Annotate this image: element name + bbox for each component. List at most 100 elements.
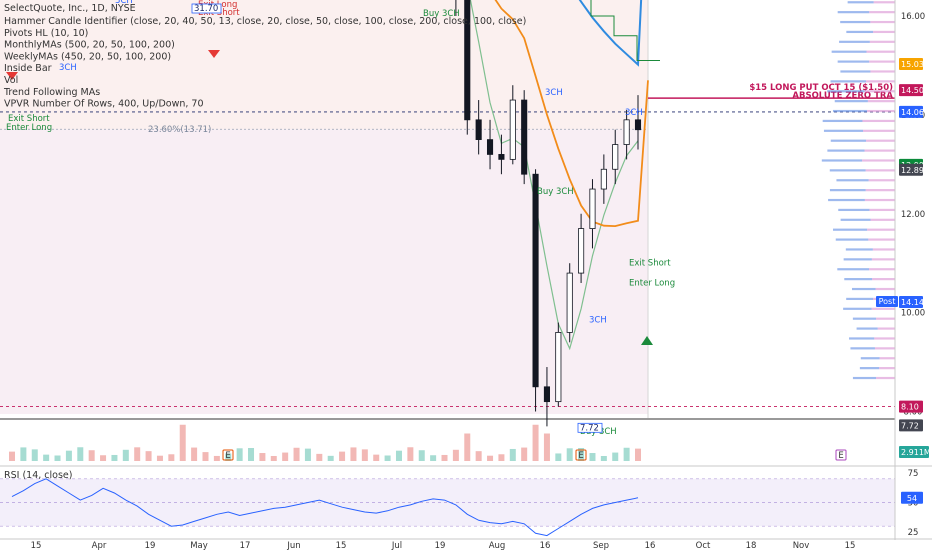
vpvr-up-row [827,90,865,93]
vpvr-down-row [869,60,895,63]
price-label-pill [899,163,923,176]
earnings-future-marker [835,449,847,461]
candle-up[interactable] [600,168,607,190]
volume-bar [441,454,448,461]
volume-bar [635,448,641,461]
vpvr-up-row [847,1,874,4]
vpvr-up-row [844,278,873,281]
vpvr-down-row [864,198,895,202]
volume-bar [509,448,516,461]
time-axis[interactable]: 15 Apr 19 May 17 Jun 15 Jul 19 Aug 16 Sep 16 Oct 18 Nov… [31,541,856,550]
vpvr-up-row [849,337,875,340]
volume-bar [9,451,15,461]
candle-down[interactable] [498,154,505,160]
time-tick: Nov [793,541,810,550]
vpvr-up-row [831,50,867,53]
time-tick: 17 [240,541,251,550]
time-tick: 15 [336,541,347,550]
vpvr-down-row [876,376,895,380]
vpvr-up-row [832,109,868,113]
vpvr-down-row [875,287,895,291]
volume-bar [191,447,198,461]
vpvr-down-row [872,278,895,281]
post-market-badge [876,296,898,307]
indicator-legend-line: Inside Bar [4,63,52,74]
candle-down[interactable] [543,386,550,403]
candle-up[interactable] [612,144,619,170]
volume-bar [430,455,437,461]
price-label-value: 15.03 [901,60,924,69]
vpvr-down-row [865,169,895,172]
time-tick: 18 [746,541,757,550]
horizontal-lines: IPO OPEN$15 LONG PUT OCT 15 ($1.50)ABSOL… [0,83,895,420]
vpvr-down-row [870,20,895,24]
indicator-legend-line: Pivots HL (10, 10) [4,28,88,39]
pivot-box [191,3,222,14]
vpvr-down-row [864,149,895,152]
time-tick: 15 [31,541,42,550]
vpvr-down-row [867,109,895,113]
price-axis[interactable]: 32.0030.0028.0024.0022.0020.0018.0016.00… [876,0,931,540]
time-tick: Aug [489,541,506,550]
vpvr-up-row [859,367,880,370]
vpvr-down-row [873,30,895,34]
candle-down[interactable] [486,139,494,155]
vpvr-down-row [879,357,895,360]
rsi-last-value-pill [901,491,923,504]
vpvr-up-row [827,149,865,152]
time-tick: 16 [540,541,551,550]
volume-bar [623,447,630,461]
volume-bar [20,447,27,461]
price-label-pill [899,105,923,118]
three-candle-hammer-mark: 3CH [59,63,77,73]
vpvr-down-row [865,80,895,83]
candle-up[interactable] [589,188,596,229]
candle-up[interactable] [566,272,573,333]
vpvr-down-row [866,50,895,53]
time-tick: Jun [286,541,300,550]
price-label-value: 14.06 [901,108,924,117]
time-tick: 19 [435,541,446,550]
vpvr-down-row [868,179,895,182]
vpvr-up-row [839,40,870,43]
time-tick: Jul [391,541,402,550]
candle-up[interactable] [555,332,562,403]
candle-down[interactable] [634,119,642,131]
candle-down[interactable] [532,173,539,388]
candles[interactable] [9,0,642,427]
volume-bar [555,453,562,461]
volume-bar [54,455,61,461]
volume-bar [566,448,573,461]
candle-down[interactable] [521,99,528,175]
vpvr-down-row [867,100,895,103]
candle-up[interactable] [623,119,630,145]
pivot-box [577,422,603,433]
vpvr-up-row [851,287,876,291]
vpvr-down-row [874,337,895,340]
volume-bar [248,448,255,461]
candle-up[interactable] [578,228,585,274]
volume-bar [134,447,141,461]
candle-up[interactable] [509,99,516,160]
volume-bar [88,450,95,461]
vpvr-down-row [864,90,895,93]
vpvr-down-row [866,139,895,142]
fib-label: 23.60%(13.71) [148,125,211,135]
vpvr-up-row [822,119,863,123]
volume-bar [202,452,209,461]
time-tick: 16 [645,541,656,550]
volume-bar [464,433,471,461]
volume-bar [43,454,50,461]
candle-down[interactable] [475,119,482,141]
vpvr-up-row [830,80,866,83]
volume-bar [350,447,357,461]
price-label-pill [899,446,929,458]
three-candle-hammer-mark: 3CH [589,316,607,326]
vpvr-up-row [850,347,875,350]
vpvr-up-row [836,179,869,182]
candle-down[interactable] [464,0,471,121]
volume-bar [452,449,459,461]
